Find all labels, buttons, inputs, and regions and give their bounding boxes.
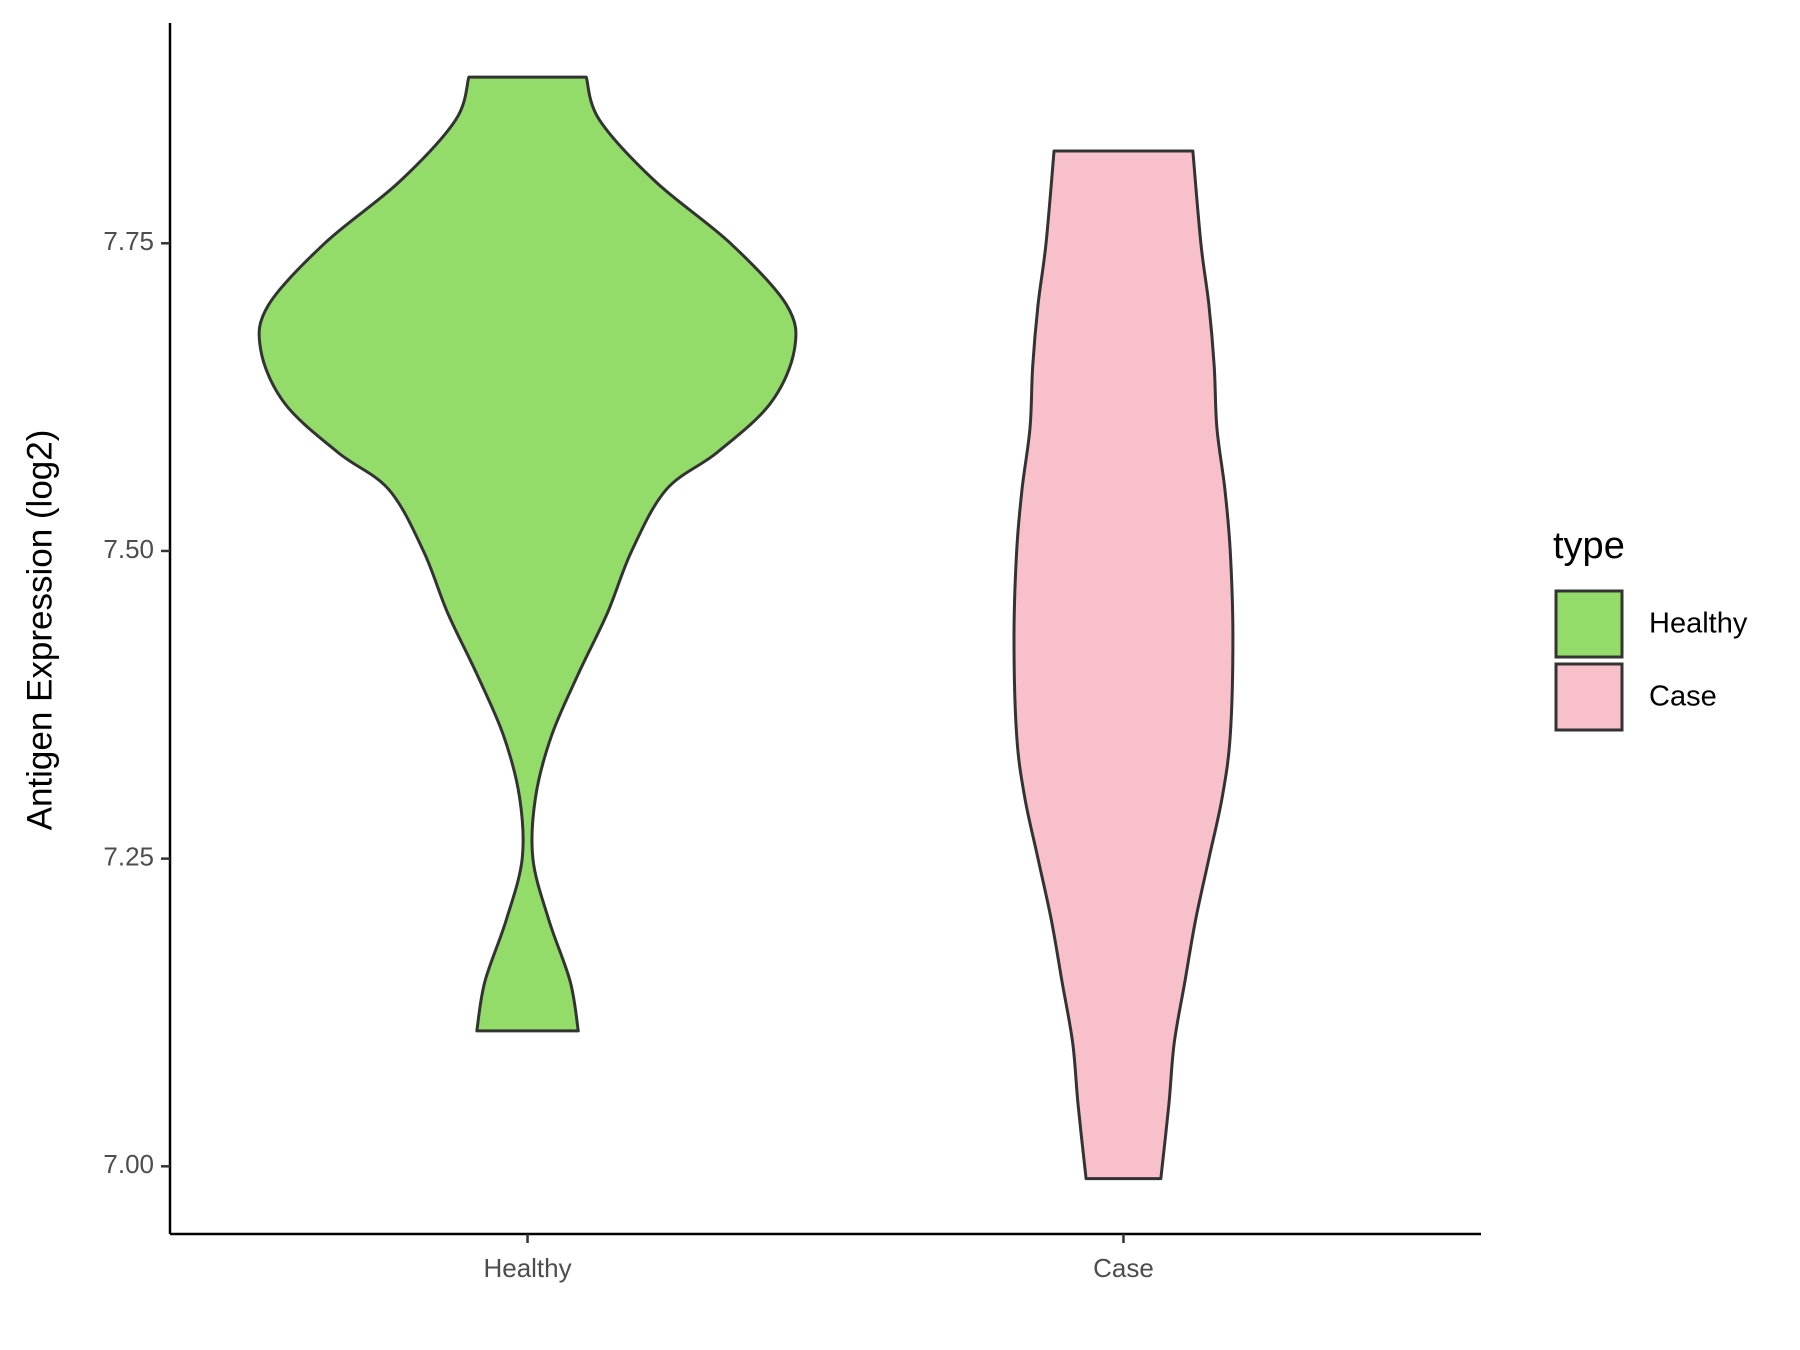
y-tick-label: 7.25 bbox=[103, 842, 154, 872]
y-tick-label: 7.75 bbox=[103, 226, 154, 256]
y-tick-label: 7.50 bbox=[103, 534, 154, 564]
x-tick-label: Case bbox=[1093, 1253, 1154, 1283]
violin bbox=[1012, 149, 1235, 1181]
x-tick-label: Healthy bbox=[483, 1253, 571, 1283]
violin bbox=[257, 75, 798, 1033]
legend-label: Case bbox=[1649, 681, 1717, 713]
legend-swatch bbox=[1554, 662, 1624, 732]
legend-swatch bbox=[1554, 589, 1624, 659]
y-axis-title: Antigen Expression (log2) bbox=[20, 430, 59, 831]
legend-title: type bbox=[1553, 525, 1625, 567]
legend-label: Healthy bbox=[1649, 608, 1748, 640]
y-tick-label: 7.00 bbox=[103, 1149, 154, 1179]
